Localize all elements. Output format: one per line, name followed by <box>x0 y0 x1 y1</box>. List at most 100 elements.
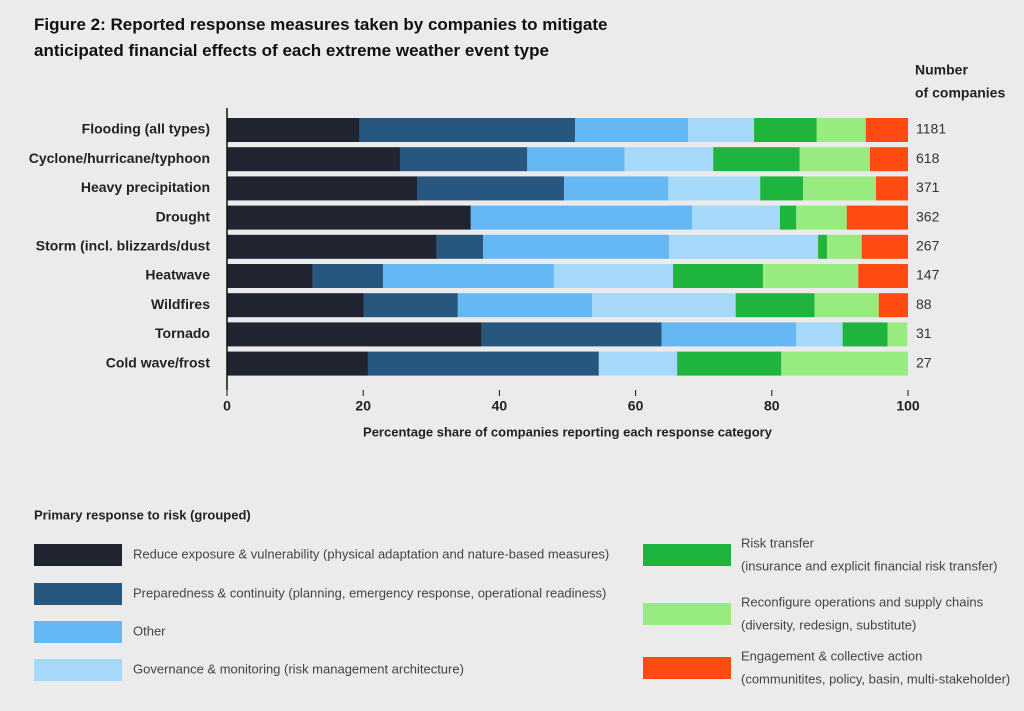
bar-segment <box>814 293 879 318</box>
legend-swatch <box>34 583 122 605</box>
count-label: 267 <box>916 238 940 254</box>
category-label: Cyclone/hurricane/typhoon <box>29 150 210 166</box>
bar-segment <box>861 234 908 259</box>
bar-segment <box>677 351 782 376</box>
legend-label: Risk transfer <box>741 535 815 550</box>
bar-segment <box>527 147 625 172</box>
x-tick-label: 100 <box>896 398 920 414</box>
bar-segment <box>673 264 763 288</box>
bar-segment <box>869 147 908 172</box>
bar-segment <box>227 351 368 376</box>
bar-segment <box>227 176 417 201</box>
bar-segment <box>713 147 800 172</box>
bar-segment <box>754 118 817 142</box>
bar-segment <box>735 293 815 318</box>
bar-segment <box>762 264 859 288</box>
category-label: Storm (incl. blizzards/dust <box>36 238 211 254</box>
bar-segment <box>227 264 313 288</box>
bar-segment <box>227 118 360 142</box>
bar-segment <box>818 234 827 259</box>
bar-segment <box>688 118 755 142</box>
category-label: Cold wave/frost <box>106 354 211 370</box>
bar-segment <box>858 264 908 288</box>
x-tick-label: 40 <box>492 398 508 414</box>
bar-segment <box>598 351 678 376</box>
category-label: Wildfires <box>151 296 210 312</box>
bar-segment <box>816 118 866 142</box>
bar-segment <box>887 322 908 347</box>
bar-segment <box>875 176 908 201</box>
count-label: 31 <box>916 325 932 341</box>
bar-segment <box>803 176 876 201</box>
bar-segment <box>661 322 797 347</box>
bar-segment <box>227 234 437 259</box>
legend-label: Reconfigure operations and supply chains <box>741 594 984 609</box>
bar-segment <box>399 147 528 172</box>
count-label: 88 <box>916 296 932 312</box>
bar-segment <box>227 147 400 172</box>
bar-segment <box>363 293 458 318</box>
bar-segment <box>416 176 565 201</box>
legend-label: Preparedness & continuity (planning, eme… <box>133 585 606 600</box>
bar-segment <box>227 293 364 318</box>
bar-segment <box>592 293 736 318</box>
category-label: Flooding (all types) <box>82 121 210 137</box>
count-label: 27 <box>916 354 932 370</box>
bar-segment <box>227 322 482 347</box>
bar-segment <box>483 234 669 259</box>
bar-segment <box>878 293 908 318</box>
count-label: 371 <box>916 179 940 195</box>
bar-segment <box>760 176 804 201</box>
counts-header: of companies <box>915 85 1005 101</box>
bar-segment <box>668 234 819 259</box>
bar-segment <box>692 205 780 230</box>
bar-segment <box>624 147 714 172</box>
bar-segment <box>312 264 383 288</box>
bar-segment <box>470 205 693 230</box>
legend-detail: (diversity, redesign, substitute) <box>741 617 916 632</box>
count-label: 1181 <box>916 121 946 137</box>
bar-segment <box>564 176 669 201</box>
bar-segment <box>436 234 484 259</box>
bar-segment <box>553 264 674 288</box>
legend-label: Reduce exposure & vulnerability (physica… <box>133 546 609 561</box>
legend-detail: (insurance and explicit financial risk t… <box>741 558 998 573</box>
x-tick-label: 0 <box>223 398 231 414</box>
category-label: Tornado <box>155 325 210 341</box>
x-axis-label: Percentage share of companies reporting … <box>363 424 773 439</box>
bar-segment <box>481 322 662 347</box>
category-label: Drought <box>156 208 211 224</box>
bar-segment <box>359 118 575 142</box>
bar-segment <box>846 205 908 230</box>
x-tick-label: 80 <box>764 398 780 414</box>
bar-segment <box>826 234 862 259</box>
count-label: 362 <box>916 208 940 224</box>
counts-header: Number <box>915 62 968 78</box>
legend-swatch <box>34 621 122 643</box>
count-label: 147 <box>916 267 940 283</box>
legend-title: Primary response to risk (grouped) <box>34 507 251 522</box>
legend-swatch <box>643 544 731 566</box>
bar-segment <box>781 351 908 376</box>
legend-swatch <box>643 603 731 625</box>
chart-title: Figure 2: Reported response measures tak… <box>34 15 608 60</box>
bar-segment <box>382 264 554 288</box>
bar-segment <box>574 118 689 142</box>
bar-segment <box>799 147 870 172</box>
bar-segment <box>796 205 847 230</box>
legend-swatch <box>643 657 731 679</box>
bar-segment <box>842 322 888 347</box>
legend-swatch <box>34 544 122 566</box>
bar-segment <box>668 176 761 201</box>
legend-swatch <box>34 659 122 681</box>
legend-detail: (communitites, policy, basin, multi-stak… <box>741 671 1010 686</box>
legend-label: Other <box>133 623 166 638</box>
bar-segment <box>367 351 599 376</box>
bar-segment <box>779 205 797 230</box>
bar-segment <box>457 293 593 318</box>
legend-label: Engagement & collective action <box>741 648 922 663</box>
x-tick-label: 60 <box>628 398 644 414</box>
category-label: Heavy precipitation <box>81 179 210 195</box>
